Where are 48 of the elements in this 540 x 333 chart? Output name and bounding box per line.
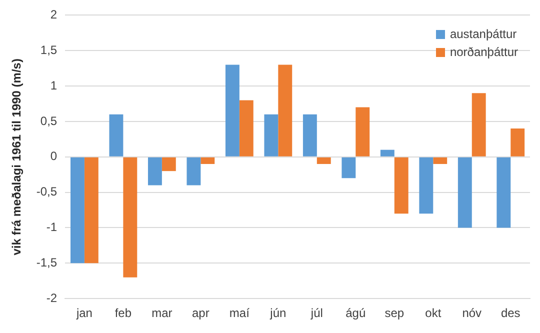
- bar: [510, 128, 525, 156]
- x-tick-label: okt: [425, 306, 442, 320]
- x-tick-label: sep: [384, 306, 404, 320]
- legend-label: norðanþáttur: [450, 44, 518, 62]
- bar: [200, 157, 215, 164]
- bar: [342, 157, 356, 178]
- bar: [162, 157, 176, 172]
- y-tick-label: 1: [50, 78, 58, 92]
- bar: [84, 157, 98, 264]
- y-tick-label: 1,5: [40, 42, 58, 57]
- x-tick-label: maí: [229, 306, 250, 320]
- bar: [109, 114, 124, 156]
- bar: [316, 157, 331, 164]
- bar: [472, 93, 486, 156]
- y-tick-label: -1: [46, 220, 58, 234]
- bar: [356, 107, 370, 156]
- x-tick-label: júl: [310, 306, 323, 320]
- x-tick-label: nóv: [462, 306, 482, 320]
- x-tick-label: jún: [269, 306, 286, 320]
- bar: [239, 100, 254, 156]
- legend-label: austanþáttur: [450, 26, 517, 44]
- bar: [458, 157, 472, 228]
- y-tick-label: -2: [46, 290, 58, 305]
- bar: [394, 157, 408, 214]
- bar: [419, 157, 434, 214]
- bar: [225, 64, 240, 156]
- y-tick-label: 0: [50, 149, 58, 164]
- bar: [264, 114, 278, 156]
- y-tick-label: -1,5: [36, 255, 58, 270]
- x-tick-label: mar: [152, 306, 172, 320]
- y-tick-label: -0,5: [36, 184, 58, 199]
- bar: [70, 157, 84, 264]
- bar: [148, 157, 162, 186]
- bar: [496, 157, 511, 228]
- bar: [123, 157, 138, 278]
- y-tick-label: 0,5: [40, 114, 58, 128]
- bar: [186, 157, 201, 186]
- x-tick-label: ágú: [346, 306, 366, 320]
- y-tick-label: 2: [50, 8, 58, 22]
- x-tick-label: jan: [75, 306, 92, 320]
- x-tick-label: des: [500, 306, 520, 320]
- y-axis-title: vik frá meðalagi 1961 til 1990 (m/s): [10, 58, 24, 256]
- x-tick-label: feb: [114, 306, 132, 320]
- bar: [433, 157, 448, 164]
- bar: [278, 64, 292, 156]
- bar: [302, 114, 317, 156]
- x-tick-label: apr: [192, 306, 210, 320]
- bar: [380, 150, 394, 156]
